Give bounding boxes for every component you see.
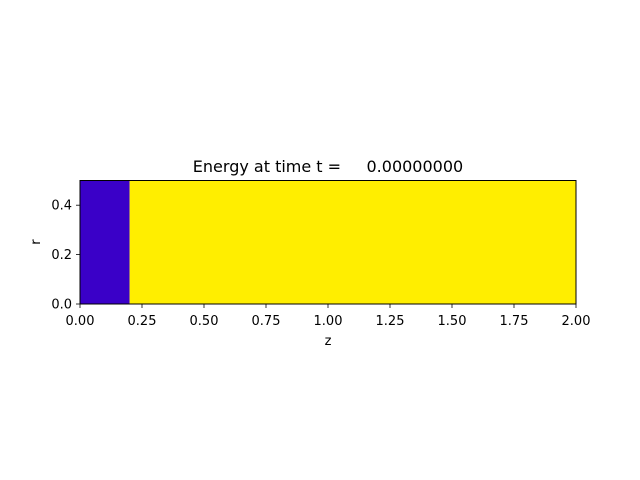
heatmap-region-0 [80, 180, 130, 304]
y-tick-label: 0.2 [51, 248, 72, 263]
heatmap-region-1 [129, 180, 576, 304]
x-tick-label: 1.25 [376, 314, 405, 329]
x-axis: 0.00 0.25 0.50 0.75 1.00 1.25 1.50 1.75 2.00 z [66, 304, 591, 349]
x-tick-label: 0.25 [128, 314, 157, 329]
x-tick-label: 1.00 [314, 314, 343, 329]
x-tick-label: 0.00 [66, 314, 95, 329]
x-tick-label: 1.50 [438, 314, 467, 329]
x-tick-label: 0.50 [190, 314, 219, 329]
x-tick-label: 1.75 [500, 314, 529, 329]
y-tick-label: 0.4 [51, 199, 72, 214]
y-axis: 0.0 0.2 0.4 r [29, 199, 80, 313]
plot-area [79, 180, 577, 305]
y-ticks: 0.0 0.2 0.4 [51, 199, 80, 313]
x-axis-label: z [325, 334, 332, 349]
y-axis-label: r [29, 239, 44, 245]
x-ticks: 0.00 0.25 0.50 0.75 1.00 1.25 1.50 1.75 2.00 [66, 304, 591, 329]
x-tick-label: 2.00 [562, 314, 591, 329]
chart-title: Energy at time t = 0.00000000 [193, 157, 463, 176]
y-tick-label: 0.0 [51, 298, 72, 313]
heatmap-regions [80, 180, 576, 304]
x-tick-label: 0.75 [252, 314, 281, 329]
